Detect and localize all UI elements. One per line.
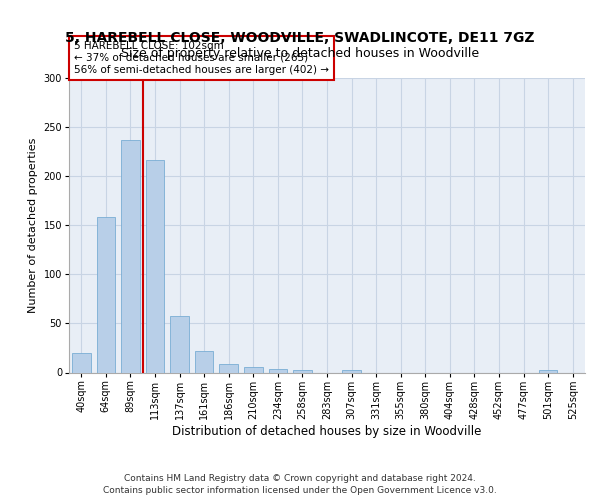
- Bar: [195, 351, 214, 372]
- Text: Size of property relative to detached houses in Woodville: Size of property relative to detached ho…: [121, 47, 479, 60]
- Text: 5 HAREBELL CLOSE: 102sqm
← 37% of detached houses are smaller (265)
56% of semi-: 5 HAREBELL CLOSE: 102sqm ← 37% of detach…: [74, 42, 329, 74]
- Bar: [244, 366, 263, 372]
- Y-axis label: Number of detached properties: Number of detached properties: [28, 138, 38, 312]
- Bar: [170, 316, 189, 372]
- Bar: [269, 368, 287, 372]
- Bar: [97, 217, 115, 372]
- Bar: [146, 160, 164, 372]
- Text: Contains HM Land Registry data © Crown copyright and database right 2024.
Contai: Contains HM Land Registry data © Crown c…: [103, 474, 497, 495]
- Bar: [343, 370, 361, 372]
- Bar: [72, 353, 91, 372]
- Bar: [539, 370, 557, 372]
- Bar: [220, 364, 238, 372]
- Bar: [293, 370, 311, 372]
- Text: 5, HAREBELL CLOSE, WOODVILLE, SWADLINCOTE, DE11 7GZ: 5, HAREBELL CLOSE, WOODVILLE, SWADLINCOT…: [65, 30, 535, 44]
- X-axis label: Distribution of detached houses by size in Woodville: Distribution of detached houses by size …: [172, 424, 482, 438]
- Bar: [121, 140, 140, 372]
